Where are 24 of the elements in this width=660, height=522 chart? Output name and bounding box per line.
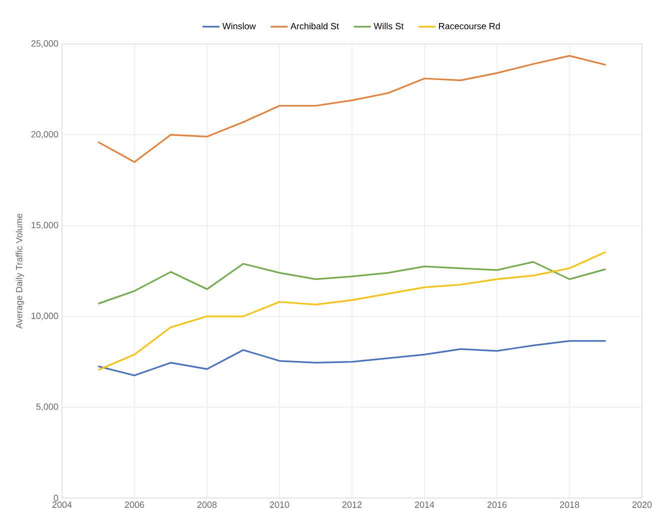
line-series <box>97 251 607 371</box>
x-tick-label: 2010 <box>270 502 290 508</box>
y-tick-label: 15,000 <box>32 222 58 230</box>
x-tick-label: 2006 <box>124 502 144 508</box>
x-tick-label: 2018 <box>560 502 580 508</box>
y-tick-label: 5,000 <box>36 403 58 411</box>
x-tick-label: 2016 <box>487 502 507 508</box>
line-series <box>97 340 607 376</box>
y-tick-label: 10,000 <box>32 312 58 320</box>
line-series <box>97 261 607 304</box>
x-tick-label: 2020 <box>632 502 652 508</box>
line-series <box>97 55 607 163</box>
y-tick-label: 0 <box>54 494 58 502</box>
x-tick-label: 2008 <box>197 502 217 508</box>
y-tick-label: 20,000 <box>31 131 58 139</box>
y-axis-title: Average Daily Traffic Volume <box>16 214 24 329</box>
legend-label: Archibald St <box>290 22 339 30</box>
legend-label: Racecourse Rd <box>439 22 500 30</box>
x-tick-label: 2012 <box>342 502 362 508</box>
legend-label: Winslow <box>222 22 256 30</box>
x-tick-label: 2004 <box>52 502 72 508</box>
x-tick-label: 2014 <box>414 502 434 508</box>
y-tick-label: 25,000 <box>31 40 58 48</box>
legend-label: Wills St <box>374 22 404 30</box>
